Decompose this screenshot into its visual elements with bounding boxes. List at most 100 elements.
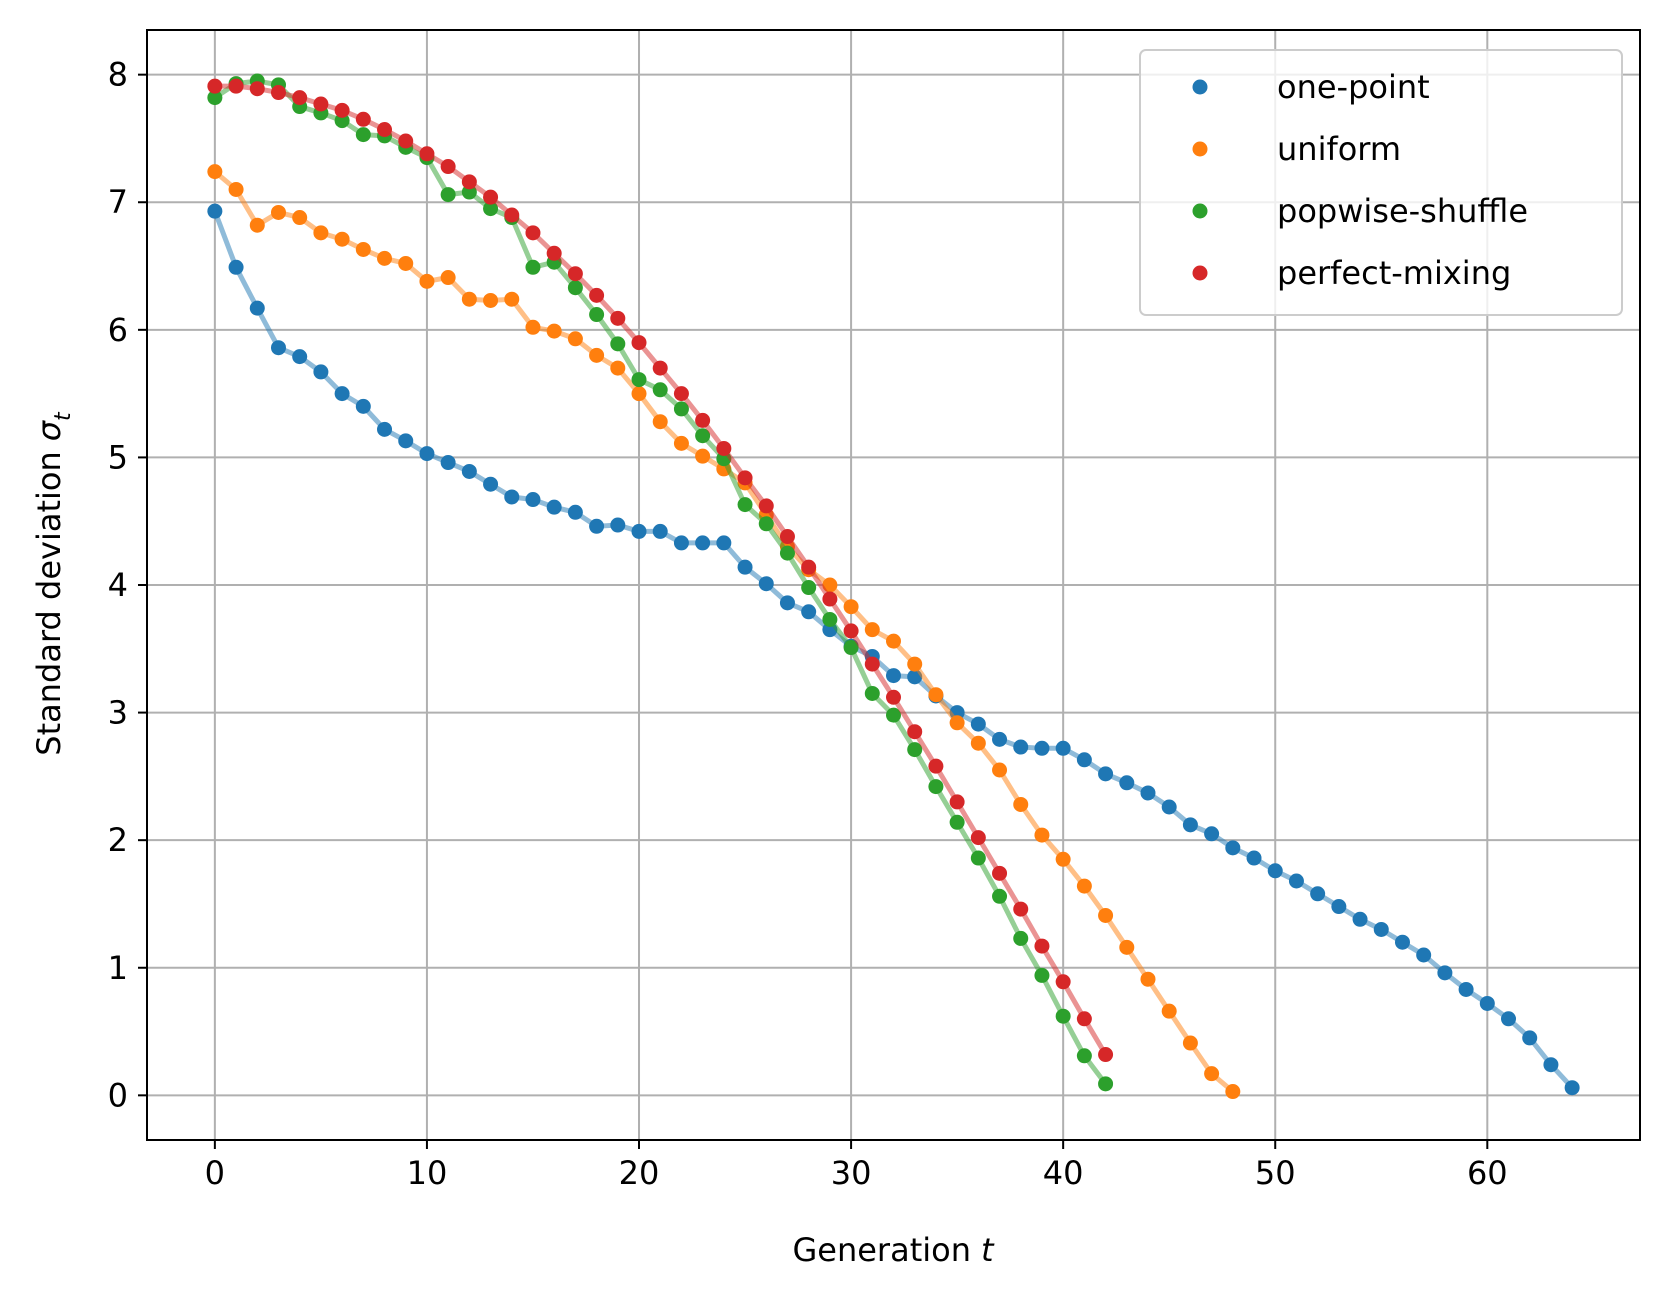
data-point: [992, 865, 1008, 881]
data-point: [1204, 826, 1220, 842]
data-point: [779, 545, 795, 561]
x-tick-label: 50: [1255, 1154, 1296, 1192]
data-point: [1013, 930, 1029, 946]
y-tick-label: 5: [108, 438, 128, 476]
data-point: [249, 81, 265, 97]
data-point: [546, 245, 562, 261]
data-point: [589, 307, 605, 323]
x-tick-label: 60: [1467, 1154, 1508, 1192]
data-point: [1076, 1011, 1092, 1027]
data-point: [1161, 799, 1177, 815]
data-point: [419, 273, 435, 289]
series-perfect-mixing: [207, 78, 1114, 1063]
data-point: [843, 599, 859, 615]
data-point: [864, 656, 880, 672]
data-point: [610, 360, 626, 376]
legend-marker: [1192, 265, 1208, 281]
data-point: [1076, 752, 1092, 768]
data-point: [1437, 965, 1453, 981]
data-point: [822, 577, 838, 593]
data-point: [228, 181, 244, 197]
data-point: [1564, 1080, 1580, 1096]
data-point: [758, 498, 774, 514]
data-point: [567, 331, 583, 347]
data-point: [1098, 1076, 1114, 1092]
data-point: [1458, 981, 1474, 997]
axis-ticks: 0 10 20 30 40 50 60 0 1 2 3 4 5 6 7 8: [108, 56, 1508, 1192]
data-point: [801, 559, 817, 575]
plot-series: [207, 73, 1580, 1100]
data-point: [970, 830, 986, 846]
series-popwise-shuffle: [207, 73, 1114, 1092]
data-point: [334, 386, 350, 402]
legend-item-uniform: uniform: [1192, 130, 1401, 168]
data-point: [949, 794, 965, 810]
data-point: [631, 372, 647, 388]
data-point: [1225, 840, 1241, 856]
legend-item-perfect-mixing: perfect-mixing: [1192, 254, 1511, 292]
data-point: [398, 433, 414, 449]
data-point: [864, 622, 880, 638]
data-point: [1013, 796, 1029, 812]
legend-marker: [1192, 79, 1208, 95]
data-point: [1225, 1084, 1241, 1100]
y-tick-label: 3: [108, 694, 128, 732]
legend-box: [1139, 49, 1623, 316]
data-point: [1055, 740, 1071, 756]
y-tick-label: 8: [108, 56, 128, 94]
legend-label: popwise-shuffle: [1277, 192, 1528, 230]
data-point: [546, 323, 562, 339]
data-point: [1140, 785, 1156, 801]
data-point: [207, 90, 223, 106]
legend-marker: [1192, 203, 1208, 219]
data-point: [992, 731, 1008, 747]
data-point: [1373, 921, 1389, 937]
data-point: [758, 576, 774, 592]
legend-item-one-point: one-point: [1192, 68, 1430, 106]
data-point: [1267, 863, 1283, 879]
data-point: [1034, 938, 1050, 954]
data-point: [567, 266, 583, 282]
legend-marker: [1192, 141, 1208, 157]
data-point: [992, 888, 1008, 904]
y-tick-label: 1: [108, 949, 128, 987]
data-point: [779, 595, 795, 611]
data-point: [886, 633, 901, 649]
y-axis-label-text: Standard deviation: [30, 451, 68, 755]
data-point: [886, 689, 901, 705]
y-axis-label: Standard deviation σt: [30, 411, 76, 756]
data-point: [461, 291, 477, 307]
data-point: [843, 640, 859, 656]
legend-label: perfect-mixing: [1277, 254, 1511, 292]
data-point: [398, 255, 414, 271]
data-point: [1034, 740, 1050, 756]
data-point: [1394, 934, 1410, 950]
data-point: [1352, 911, 1368, 927]
data-point: [737, 497, 753, 513]
data-point: [504, 291, 520, 307]
data-point: [355, 111, 371, 127]
data-point: [716, 535, 732, 551]
data-point: [610, 336, 626, 352]
data-point: [843, 623, 859, 639]
data-point: [377, 122, 393, 138]
data-point: [673, 386, 689, 402]
data-point: [907, 742, 923, 758]
data-point: [1119, 939, 1135, 955]
y-tick-label: 2: [108, 821, 128, 859]
y-tick-label: 0: [108, 1076, 128, 1114]
data-point: [970, 716, 986, 732]
data-point: [1310, 886, 1326, 902]
data-point: [1331, 899, 1347, 915]
data-point: [652, 360, 668, 376]
data-point: [525, 492, 541, 508]
data-point: [610, 310, 626, 326]
x-axis-label: Generation t: [792, 1231, 995, 1269]
data-point: [1479, 995, 1495, 1011]
data-point: [355, 241, 371, 257]
data-point: [1140, 971, 1156, 987]
data-point: [631, 386, 647, 402]
data-point: [334, 102, 350, 118]
series-one-point: [207, 203, 1580, 1096]
data-point: [1098, 766, 1114, 782]
